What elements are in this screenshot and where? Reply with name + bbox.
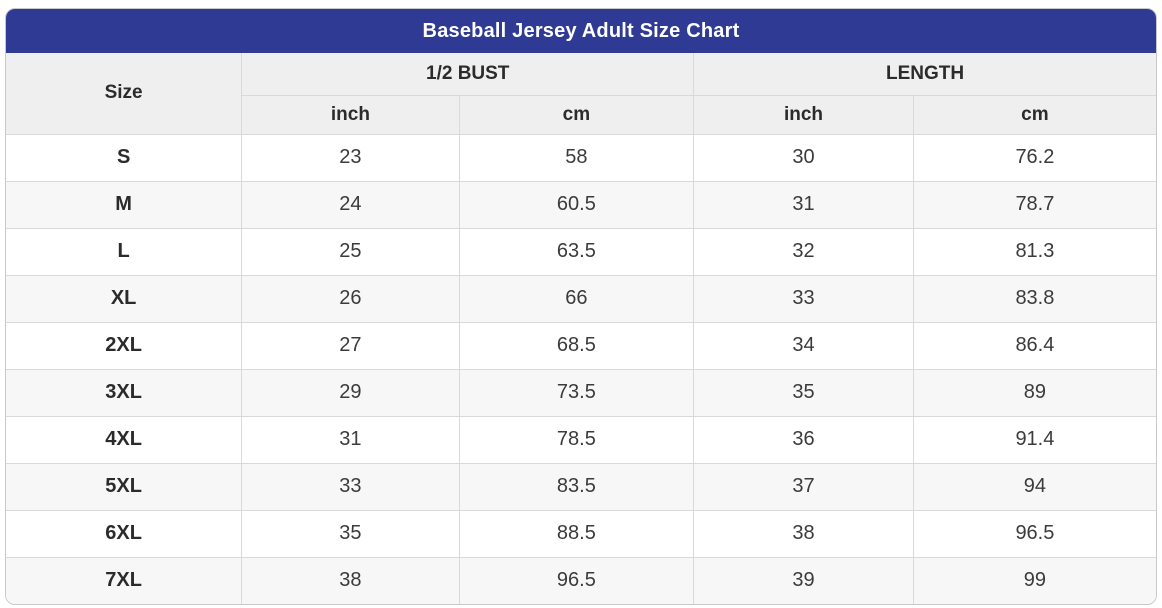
length-inch-cell: 36 <box>693 415 914 464</box>
bust-inch-cell: 31 <box>241 415 460 464</box>
table-header: Size 1/2 BUST LENGTH inch cm inch cm <box>6 53 1156 135</box>
table-row: 3XL 29 73.5 35 89 <box>6 368 1156 417</box>
unit-header-bust-inch: inch <box>241 94 460 135</box>
length-inch-cell: 38 <box>693 509 914 558</box>
length-cm-cell: 99 <box>912 556 1156 604</box>
column-group-bust: 1/2 BUST <box>241 53 695 96</box>
table-row: S 23 58 30 76.2 <box>6 133 1156 182</box>
length-cm-cell: 78.7 <box>912 180 1156 229</box>
length-inch-cell: 31 <box>693 180 914 229</box>
length-cm-cell: 96.5 <box>912 509 1156 558</box>
size-chart-card: Baseball Jersey Adult Size Chart Size 1/… <box>5 8 1157 605</box>
unit-header-length-cm: cm <box>912 94 1156 135</box>
length-inch-cell: 32 <box>693 227 914 276</box>
length-cm-cell: 76.2 <box>912 133 1156 182</box>
size-cell: 5XL <box>6 462 243 511</box>
size-cell: L <box>6 227 243 276</box>
unit-header-bust-cm: cm <box>458 94 695 135</box>
bust-inch-cell: 26 <box>241 274 460 323</box>
bust-inch-cell: 38 <box>241 556 460 604</box>
column-header-size: Size <box>6 53 243 135</box>
table-row: L 25 63.5 32 81.3 <box>6 227 1156 276</box>
table-row: 5XL 33 83.5 37 94 <box>6 462 1156 511</box>
length-inch-cell: 30 <box>693 133 914 182</box>
size-cell: 2XL <box>6 321 243 370</box>
table-row: 4XL 31 78.5 36 91.4 <box>6 415 1156 464</box>
bust-inch-cell: 33 <box>241 462 460 511</box>
length-inch-cell: 37 <box>693 462 914 511</box>
bust-inch-cell: 25 <box>241 227 460 276</box>
length-inch-cell: 33 <box>693 274 914 323</box>
size-cell: M <box>6 180 243 229</box>
bust-inch-cell: 27 <box>241 321 460 370</box>
bust-cm-cell: 73.5 <box>458 368 695 417</box>
bust-cm-cell: 58 <box>458 133 695 182</box>
bust-cm-cell: 60.5 <box>458 180 695 229</box>
table-row: 2XL 27 68.5 34 86.4 <box>6 321 1156 370</box>
chart-title: Baseball Jersey Adult Size Chart <box>6 9 1156 53</box>
bust-inch-cell: 23 <box>241 133 460 182</box>
bust-cm-cell: 68.5 <box>458 321 695 370</box>
size-table: Size 1/2 BUST LENGTH inch cm inch cm S 23… <box>6 53 1156 604</box>
size-cell: 7XL <box>6 556 243 604</box>
length-cm-cell: 89 <box>912 368 1156 417</box>
length-cm-cell: 83.8 <box>912 274 1156 323</box>
bust-inch-cell: 24 <box>241 180 460 229</box>
bust-inch-cell: 35 <box>241 509 460 558</box>
table-row: 7XL 38 96.5 39 99 <box>6 556 1156 604</box>
length-cm-cell: 91.4 <box>912 415 1156 464</box>
size-cell: 4XL <box>6 415 243 464</box>
bust-cm-cell: 63.5 <box>458 227 695 276</box>
column-group-length: LENGTH <box>693 53 1156 96</box>
bust-cm-cell: 66 <box>458 274 695 323</box>
table-row: XL 26 66 33 83.8 <box>6 274 1156 323</box>
bust-cm-cell: 96.5 <box>458 556 695 604</box>
size-cell: 3XL <box>6 368 243 417</box>
size-cell: S <box>6 133 243 182</box>
table-body: S 23 58 30 76.2 M 24 60.5 31 78.7 L 25 63.5 32 81.3 XL 2… <box>6 133 1156 604</box>
bust-inch-cell: 29 <box>241 368 460 417</box>
bust-cm-cell: 78.5 <box>458 415 695 464</box>
length-inch-cell: 39 <box>693 556 914 604</box>
table-row: 6XL 35 88.5 38 96.5 <box>6 509 1156 558</box>
length-cm-cell: 81.3 <box>912 227 1156 276</box>
unit-header-length-inch: inch <box>693 94 914 135</box>
length-inch-cell: 35 <box>693 368 914 417</box>
size-cell: 6XL <box>6 509 243 558</box>
bust-cm-cell: 88.5 <box>458 509 695 558</box>
length-inch-cell: 34 <box>693 321 914 370</box>
header-group-row: Size 1/2 BUST LENGTH <box>6 53 1156 135</box>
bust-cm-cell: 83.5 <box>458 462 695 511</box>
length-cm-cell: 86.4 <box>912 321 1156 370</box>
size-cell: XL <box>6 274 243 323</box>
table-row: M 24 60.5 31 78.7 <box>6 180 1156 229</box>
length-cm-cell: 94 <box>912 462 1156 511</box>
